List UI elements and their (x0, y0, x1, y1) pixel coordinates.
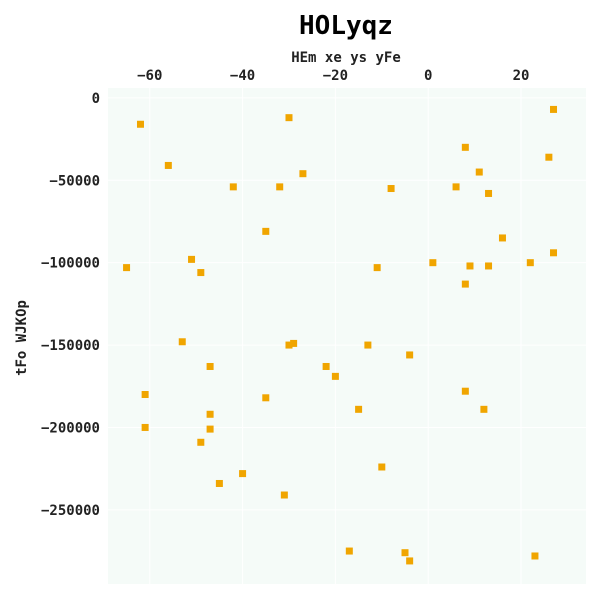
data-point (475, 168, 483, 176)
y-axis-ticks: 0 −50000 −100000 −150000 −200000 −250000 (41, 91, 100, 519)
data-point (136, 120, 144, 128)
data-point (452, 183, 460, 191)
data-point (197, 438, 205, 446)
data-point (276, 183, 284, 191)
data-point (550, 105, 558, 113)
x-tick-label: −40 (230, 68, 255, 84)
data-point (262, 394, 270, 402)
data-points (123, 105, 558, 565)
data-point (206, 425, 214, 433)
data-point (322, 362, 330, 370)
data-point (188, 255, 196, 263)
y-tick-label: −200000 (41, 420, 100, 436)
y-tick-label: −250000 (41, 503, 100, 519)
y-tick-label: −150000 (41, 338, 100, 354)
grid (108, 88, 586, 584)
data-point (141, 423, 149, 431)
chart-title: HOLyqz (299, 11, 393, 41)
data-point (331, 372, 339, 380)
data-point (178, 338, 186, 346)
data-point (197, 269, 205, 277)
data-point (526, 259, 534, 267)
data-point (401, 549, 409, 557)
data-point (550, 249, 558, 257)
data-point (280, 491, 288, 499)
data-point (364, 341, 372, 349)
x-tick-label: 20 (513, 68, 530, 84)
data-point (123, 264, 131, 272)
x-axis-label: HEm xe ys yFe (291, 50, 401, 66)
data-point (345, 547, 353, 555)
data-point (480, 405, 488, 413)
data-point (466, 262, 474, 270)
data-point (285, 341, 293, 349)
data-point (387, 185, 395, 193)
data-point (262, 227, 270, 235)
data-point (498, 234, 506, 242)
data-point (545, 153, 553, 161)
data-point (485, 189, 493, 197)
data-point (141, 390, 149, 398)
data-point (215, 479, 223, 487)
x-tick-label: −60 (137, 68, 162, 84)
data-point (164, 161, 172, 169)
data-point (406, 351, 414, 359)
data-point (373, 264, 381, 272)
data-point (531, 552, 539, 560)
data-point (229, 183, 237, 191)
y-tick-label: −100000 (41, 256, 100, 272)
data-point (206, 410, 214, 418)
x-axis-ticks: −60 −40 −20 0 20 (137, 68, 529, 84)
data-point (461, 280, 469, 288)
y-tick-label: 0 (92, 91, 100, 107)
data-point (290, 339, 298, 347)
data-point (461, 143, 469, 151)
data-point (285, 114, 293, 122)
data-point (461, 387, 469, 395)
data-point (355, 405, 363, 413)
x-tick-label: −20 (323, 68, 348, 84)
data-point (485, 262, 493, 270)
plot-area (108, 88, 586, 584)
data-point (206, 362, 214, 370)
x-tick-label: 0 (424, 68, 432, 84)
data-point (378, 463, 386, 471)
data-point (429, 259, 437, 267)
data-point (406, 557, 414, 565)
y-axis-label: tFo WJKOp (14, 300, 30, 376)
data-point (239, 470, 247, 478)
y-tick-label: −50000 (49, 173, 100, 189)
data-point (299, 170, 307, 178)
